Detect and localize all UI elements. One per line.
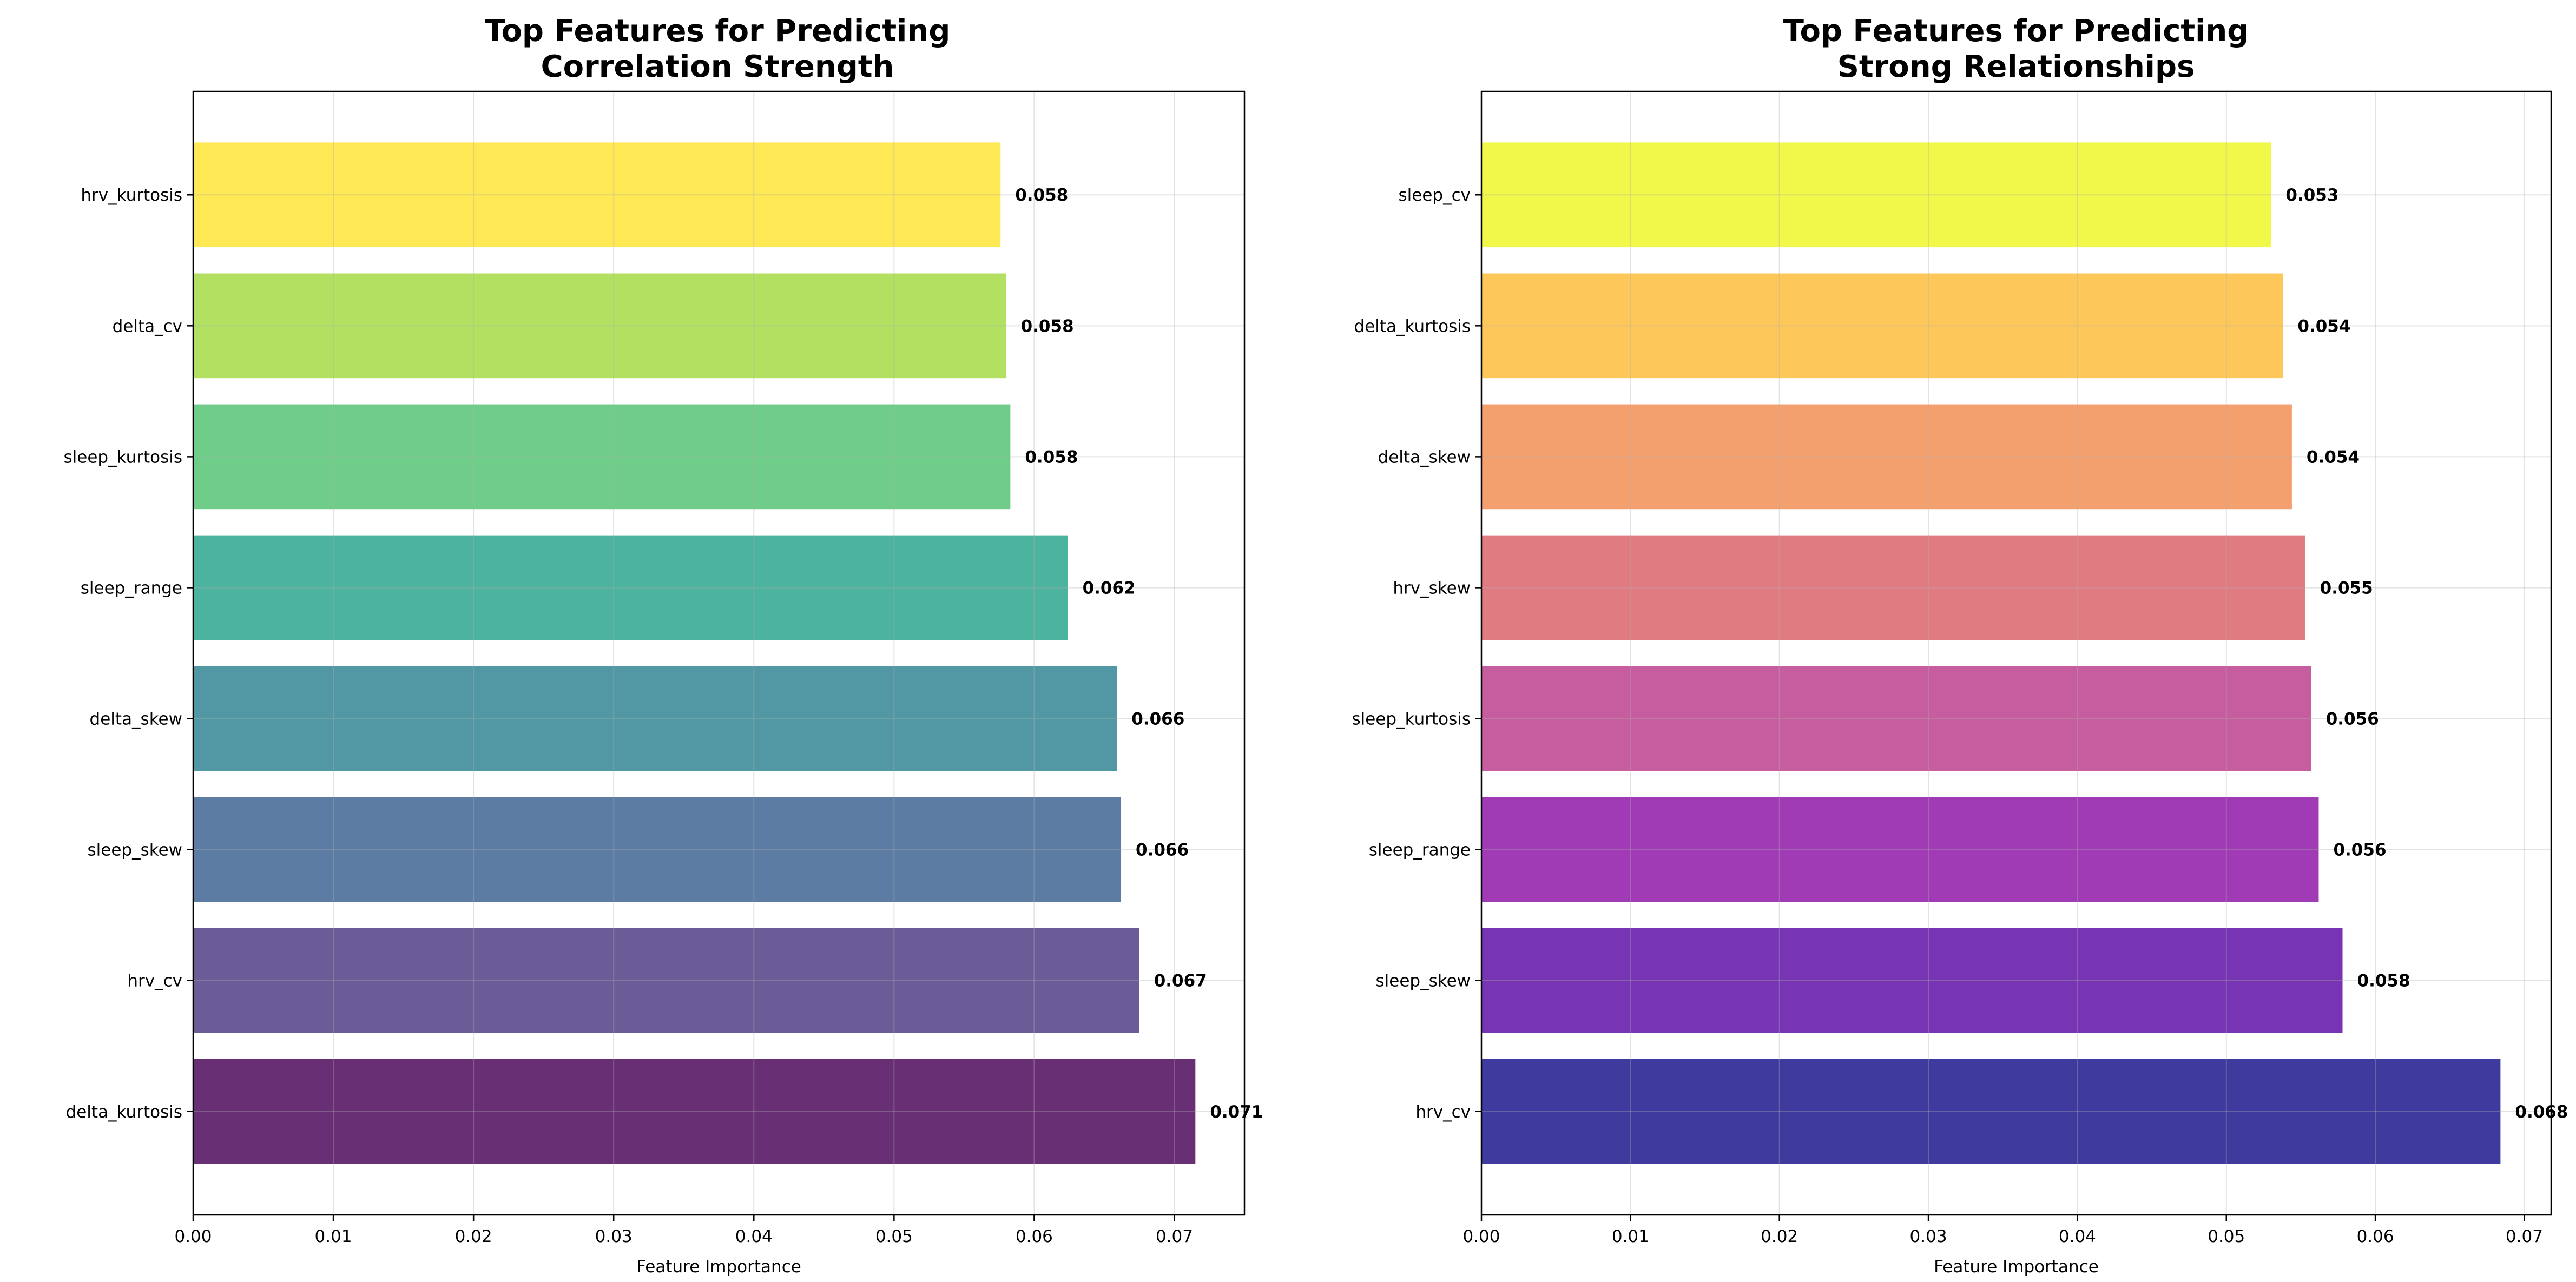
x-tick-label: 0.00 [1462, 1227, 1500, 1246]
chart-title: Strong Relationships [1837, 49, 2195, 84]
value-label: 0.054 [2307, 447, 2360, 467]
bar [193, 535, 1068, 640]
x-tick-label: 0.05 [875, 1227, 913, 1246]
bar [1481, 928, 2343, 1033]
y-tick-label: sleep_range [1369, 841, 1471, 860]
y-tick-label: sleep_skew [87, 841, 182, 860]
value-label: 0.067 [1154, 972, 1207, 991]
chart-title: Top Features for Predicting [1783, 14, 2249, 49]
y-tick-label: sleep_kurtosis [63, 447, 182, 467]
bar [193, 404, 1011, 510]
value-label: 0.062 [1083, 578, 1136, 598]
bar [1481, 1059, 2501, 1164]
bar [1481, 404, 2292, 510]
value-label: 0.056 [2333, 841, 2386, 860]
x-tick-label: 0.05 [2208, 1227, 2245, 1246]
y-tick-label: delta_cv [113, 316, 182, 336]
value-label: 0.058 [2357, 972, 2410, 991]
y-tick-label: sleep_kurtosis [1352, 710, 1471, 729]
bar [1481, 142, 2271, 248]
value-label: 0.058 [1015, 186, 1068, 205]
bar [1481, 797, 2319, 902]
value-label: 0.055 [2320, 578, 2373, 598]
value-label: 0.066 [1131, 710, 1184, 729]
bar [193, 273, 1006, 379]
y-tick-label: sleep_cv [1399, 186, 1471, 205]
bar [193, 1059, 1196, 1164]
x-tick-label: 0.06 [2357, 1227, 2394, 1246]
y-tick-label: hrv_cv [1415, 1102, 1471, 1122]
y-tick-label: sleep_skew [1375, 972, 1471, 991]
x-tick-label: 0.01 [315, 1227, 352, 1246]
y-tick-label: hrv_kurtosis [81, 186, 182, 205]
y-tick-label: delta_kurtosis [66, 1102, 182, 1122]
bar [1481, 273, 2283, 379]
value-label: 0.071 [1210, 1102, 1263, 1122]
chart-title: Top Features for Predicting [485, 14, 951, 49]
y-tick-label: delta_kurtosis [1354, 316, 1471, 336]
y-tick-label: hrv_cv [127, 972, 182, 991]
y-tick-label: delta_skew [90, 710, 182, 729]
bar [193, 666, 1117, 771]
x-tick-label: 0.02 [1761, 1227, 1798, 1246]
x-axis-label: Feature Importance [636, 1257, 801, 1277]
x-tick-label: 0.02 [455, 1227, 492, 1246]
bar [193, 142, 1001, 248]
value-label: 0.056 [2326, 710, 2379, 729]
x-tick-label: 0.07 [2506, 1227, 2543, 1246]
axes-frame [1480, 90, 2552, 1216]
value-label: 0.058 [1021, 316, 1074, 336]
bar [193, 797, 1122, 902]
x-tick-label: 0.04 [735, 1227, 773, 1246]
value-label: 0.054 [2297, 316, 2350, 336]
chart-title: Correlation Strength [541, 49, 894, 84]
x-tick-label: 0.07 [1156, 1227, 1193, 1246]
axes-frame [192, 90, 1246, 1216]
x-tick-label: 0.04 [2059, 1227, 2096, 1246]
value-label: 0.053 [2285, 186, 2338, 205]
bar [1481, 535, 2305, 640]
bar [193, 928, 1139, 1033]
y-tick-label: sleep_range [81, 578, 182, 598]
x-tick-label: 0.03 [1910, 1227, 1947, 1246]
x-tick-label: 0.06 [1016, 1227, 1053, 1246]
value-label: 0.068 [2515, 1102, 2568, 1122]
y-tick-label: delta_skew [1378, 447, 1471, 467]
y-tick-label: hrv_skew [1393, 578, 1471, 598]
x-tick-label: 0.01 [1612, 1227, 1649, 1246]
value-label: 0.066 [1136, 841, 1189, 860]
value-label: 0.058 [1025, 447, 1078, 467]
x-tick-label: 0.00 [174, 1227, 212, 1246]
x-tick-label: 0.03 [595, 1227, 633, 1246]
bar [1481, 666, 2311, 771]
x-axis-label: Feature Importance [1934, 1257, 2099, 1277]
